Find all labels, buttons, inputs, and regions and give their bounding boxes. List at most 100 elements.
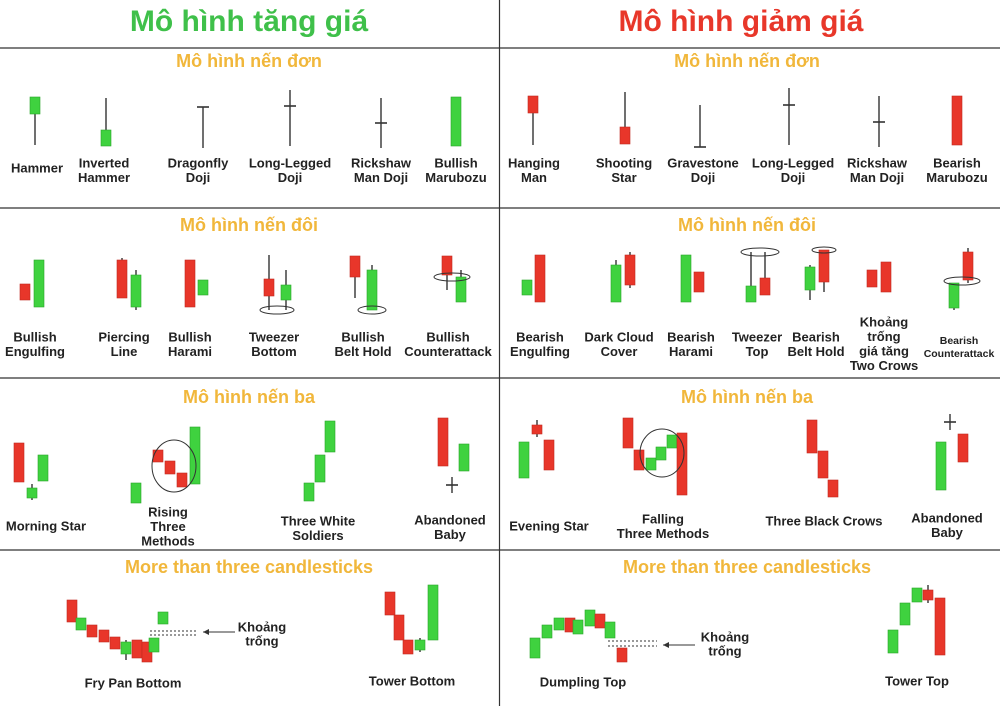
candle-body (384, 591, 396, 616)
candle-body (604, 621, 616, 639)
candle-body (366, 269, 378, 311)
candle-body (441, 255, 453, 276)
pattern-label: Long-Legged (752, 155, 834, 170)
candle-body (86, 624, 98, 638)
candle-body (817, 450, 829, 479)
pattern-label: Piercing (98, 329, 149, 344)
highlight-ring (811, 246, 837, 254)
candle-body (527, 95, 539, 114)
candle-body (164, 460, 176, 475)
pattern-label: Bullish (13, 329, 56, 344)
candle-body (157, 611, 169, 625)
candle-body (534, 254, 546, 303)
candle-body (619, 126, 631, 145)
gap-note: Khoảng (701, 629, 749, 644)
pattern-label: Harami (168, 344, 212, 359)
candle-body (280, 284, 292, 301)
highlight-ring (943, 276, 981, 286)
candle-body (594, 613, 606, 629)
pattern-label: Two Crows (850, 358, 918, 373)
pattern-label: Doji (278, 170, 303, 185)
candle-body (531, 424, 543, 435)
pattern-label: trống (867, 329, 900, 344)
candle-body (572, 619, 584, 635)
gap-note: Khoảng (238, 619, 286, 634)
candle-body (427, 584, 439, 641)
candle-body (645, 457, 657, 471)
candle-body (33, 259, 45, 308)
pattern-label: Rising (148, 504, 188, 519)
pattern-label: Man Doji (354, 170, 408, 185)
candle-body (19, 283, 31, 301)
pattern-label: Three (150, 519, 185, 534)
candle-body (806, 419, 818, 454)
pattern-label: Gravestone (667, 155, 739, 170)
candle-body (349, 255, 361, 278)
section-title: More than three candlesticks (623, 557, 871, 577)
candle-body (922, 589, 934, 601)
pattern-label: Bearish (933, 155, 981, 170)
gap-note: trống (245, 633, 278, 648)
section-title: Mô hình nến đơn (176, 51, 322, 71)
section-title: Mô hình nến ba (681, 387, 814, 407)
candle-body (197, 279, 209, 296)
pattern-label: Cover (601, 344, 638, 359)
candle-body (818, 249, 830, 283)
pattern-label: Doji (186, 170, 211, 185)
highlight-ring (740, 247, 780, 257)
pattern-label: Counterattack (924, 348, 995, 360)
pattern-label: Man (521, 170, 547, 185)
candle-body (521, 279, 533, 296)
candle-body (745, 285, 757, 303)
pattern-label: Baby (434, 527, 467, 542)
candle-body (450, 96, 462, 147)
candle-body (529, 637, 541, 659)
candle-body (622, 417, 634, 449)
pattern-label: Counterattack (404, 344, 492, 359)
gap-note: trống (708, 643, 741, 658)
candle-body (518, 441, 530, 479)
candle-body (880, 261, 892, 293)
pattern-label: Bullish (434, 155, 477, 170)
candle-body (303, 482, 315, 502)
section-title: Mô hình nến ba (183, 387, 316, 407)
pattern-label: Baby (931, 525, 964, 540)
candle-body (541, 624, 553, 639)
candle-body (184, 259, 196, 308)
arrow-head (203, 629, 209, 635)
pattern-label: Tweezer (732, 329, 782, 344)
pattern-label: Bullish (168, 329, 211, 344)
pattern-label: Bottom (251, 344, 297, 359)
candle-body (263, 278, 275, 297)
highlight-ring (639, 428, 685, 478)
candle-body (100, 129, 112, 147)
pattern-label: Top (746, 344, 769, 359)
pattern-label: Tower Top (885, 673, 949, 688)
pattern-label: Bearish (667, 329, 715, 344)
candle-body (148, 637, 160, 653)
pattern-label: Bearish (516, 329, 564, 344)
candle-body (402, 639, 414, 655)
pattern-label: Morning Star (6, 518, 86, 533)
candle-body (26, 487, 38, 499)
pattern-label: Engulfing (5, 344, 65, 359)
pattern-label: Belt Hold (334, 344, 391, 359)
candle-body (109, 636, 121, 650)
candle-body (120, 641, 132, 655)
pattern-label: Harami (669, 344, 713, 359)
candle-body (324, 420, 336, 453)
pattern-label: Inverted (79, 155, 130, 170)
pattern-label: Methods (141, 533, 194, 548)
candle-body (37, 454, 49, 482)
pattern-label: Falling (642, 511, 684, 526)
candle-body (543, 439, 555, 471)
candle-body (935, 441, 947, 491)
pattern-label: Three Methods (617, 526, 709, 541)
candle-body (934, 597, 946, 656)
candle-body (693, 271, 705, 293)
candle-body (827, 479, 839, 498)
candle-body (610, 264, 622, 303)
candle-body (131, 639, 143, 659)
pattern-label: Khoảng (860, 314, 908, 329)
